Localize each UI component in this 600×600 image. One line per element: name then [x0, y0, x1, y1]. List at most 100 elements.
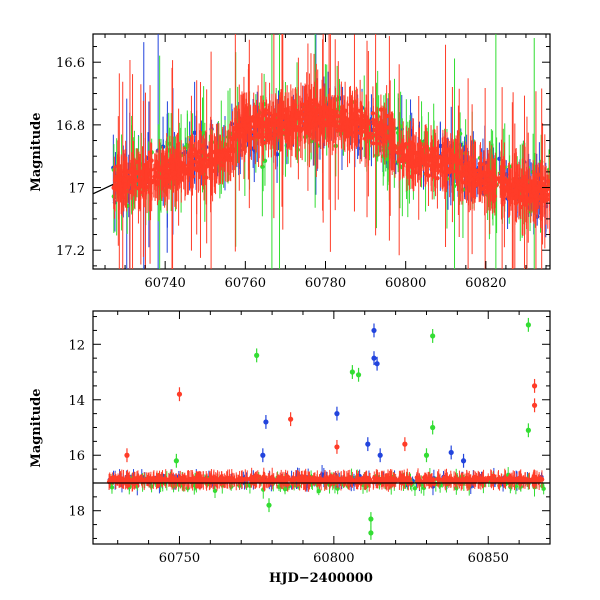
data-point — [424, 162, 430, 168]
data-point — [302, 107, 307, 112]
data-point — [260, 475, 266, 480]
data-point — [350, 119, 355, 124]
data-point — [390, 143, 396, 149]
data-point — [199, 149, 204, 155]
data-point — [239, 479, 245, 484]
data-point — [404, 141, 409, 147]
data-point — [291, 478, 296, 483]
data-point — [313, 122, 318, 128]
data-point — [397, 478, 402, 483]
data-point — [479, 186, 484, 192]
data-point — [267, 133, 272, 138]
data-point — [533, 194, 538, 199]
data-point — [491, 181, 496, 186]
data-point — [423, 452, 430, 458]
data-point — [194, 155, 199, 160]
data-point — [285, 476, 290, 482]
data-point — [327, 111, 332, 116]
data-point — [365, 441, 371, 447]
data-point — [176, 391, 183, 397]
data-point — [536, 477, 541, 482]
y-tick-label: 16.6 — [56, 56, 85, 71]
data-point — [108, 477, 113, 483]
data-point — [385, 156, 390, 162]
data-point — [371, 480, 376, 485]
data-point — [201, 131, 206, 136]
data-point — [535, 197, 540, 202]
data-point — [372, 475, 377, 480]
data-point — [236, 123, 241, 129]
data-point — [283, 119, 288, 125]
data-point — [354, 120, 360, 126]
x-tick-label: 60780 — [305, 276, 346, 291]
data-point — [427, 157, 432, 163]
data-point — [487, 185, 492, 191]
data-point — [155, 181, 160, 187]
data-point — [297, 118, 302, 124]
data-point — [460, 476, 466, 481]
data-point — [472, 172, 477, 177]
data-point — [209, 162, 214, 168]
data-point — [346, 479, 351, 484]
bottom-data-series — [93, 317, 550, 540]
series-1 — [107, 323, 544, 496]
data-point — [320, 123, 326, 129]
data-point — [371, 327, 377, 334]
data-point — [242, 123, 247, 128]
data-point — [517, 185, 523, 191]
data-point — [217, 157, 223, 162]
data-point — [245, 476, 250, 482]
data-point — [214, 148, 220, 154]
data-point — [318, 477, 324, 483]
data-point — [160, 144, 166, 149]
data-point — [542, 188, 547, 193]
data-point — [523, 194, 529, 200]
data-point — [169, 477, 175, 483]
data-point — [438, 168, 443, 174]
data-point — [266, 502, 272, 508]
data-point — [430, 333, 436, 339]
data-point — [525, 322, 531, 328]
data-point — [452, 477, 457, 483]
data-point — [478, 173, 483, 178]
data-point — [374, 361, 380, 367]
data-point — [414, 162, 419, 167]
data-point — [157, 166, 162, 171]
data-point — [270, 474, 275, 480]
data-point — [255, 474, 261, 479]
data-point — [222, 478, 227, 483]
data-point — [413, 150, 419, 156]
data-point — [280, 130, 286, 136]
data-point — [396, 157, 402, 162]
data-point — [188, 164, 194, 169]
x-tick-label: 60800 — [385, 276, 426, 291]
data-point — [388, 135, 393, 140]
data-point — [258, 478, 263, 484]
data-point — [112, 475, 118, 481]
data-point — [159, 174, 165, 180]
data-point — [397, 150, 403, 156]
data-point — [417, 144, 422, 149]
data-point — [430, 424, 436, 431]
data-point — [251, 117, 256, 122]
data-point — [456, 170, 461, 176]
data-point — [264, 478, 270, 484]
data-point — [222, 158, 227, 164]
data-point — [338, 479, 344, 484]
data-point — [349, 369, 355, 375]
data-point — [350, 477, 355, 483]
y-tick-label: 17 — [68, 182, 85, 197]
data-point — [448, 449, 454, 456]
data-point — [402, 441, 408, 447]
top-data-series — [93, 34, 550, 269]
data-point — [135, 159, 141, 165]
data-point — [510, 183, 516, 189]
data-point — [140, 169, 145, 174]
bottom-plot-frame — [92, 310, 551, 545]
data-point — [420, 152, 425, 158]
data-point — [125, 478, 130, 484]
data-point — [186, 476, 192, 482]
data-point — [201, 169, 206, 174]
